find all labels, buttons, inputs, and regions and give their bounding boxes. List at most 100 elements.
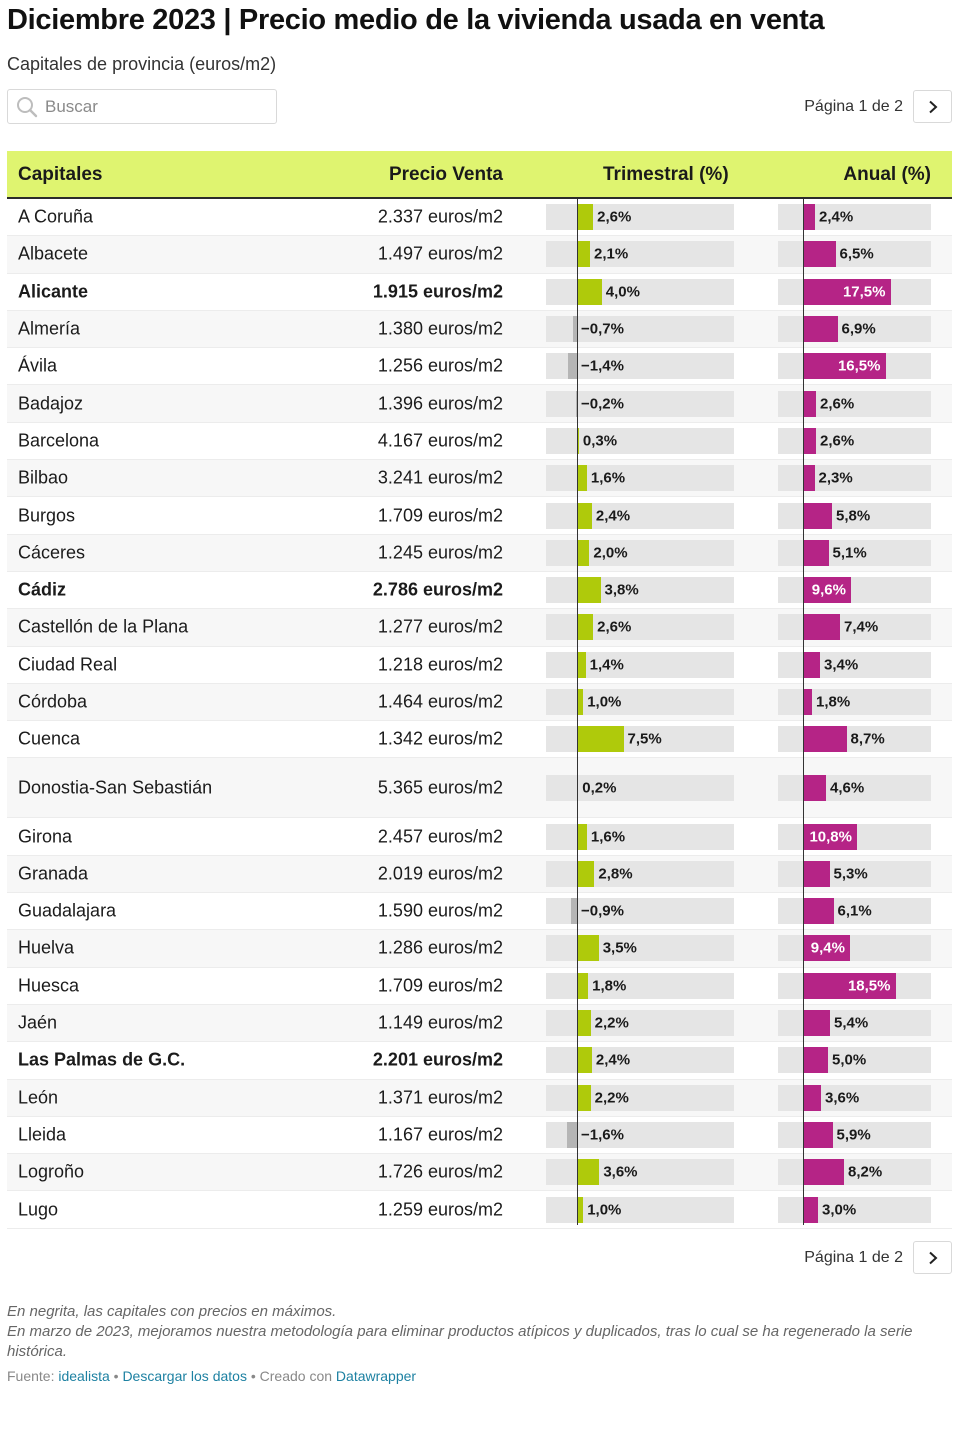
anual-label: 8,2% bbox=[848, 1163, 883, 1181]
column-header-precio[interactable]: Precio Venta bbox=[388, 164, 503, 185]
table-header: Capitales Precio Venta Trimestral (%) An… bbox=[7, 151, 952, 199]
price-value: 1.256 euros/m2 bbox=[377, 355, 503, 376]
notes: En negrita, las capitales con precios en… bbox=[7, 1302, 937, 1362]
trimestral-bar bbox=[572, 316, 577, 343]
next-page-button[interactable] bbox=[913, 1241, 952, 1274]
trimestral-label: −0,2% bbox=[581, 395, 624, 413]
price-value: 1.497 euros/m2 bbox=[377, 243, 503, 264]
trimestral-bar bbox=[571, 898, 577, 925]
anual-bar-track bbox=[778, 465, 931, 492]
price-value: 1.245 euros/m2 bbox=[377, 542, 503, 563]
capital-name: Burgos bbox=[18, 505, 76, 526]
search-box[interactable] bbox=[7, 89, 277, 124]
anual-label: 2,6% bbox=[820, 395, 855, 413]
price-value: 2.201 euros/m2 bbox=[372, 1049, 503, 1070]
anual-label: 6,5% bbox=[839, 245, 874, 263]
capital-name: Barcelona bbox=[18, 430, 100, 451]
table-row: Guadalajara 1.590 euros/m2 −0,9% 6,1% bbox=[7, 893, 952, 931]
capital-name: Alicante bbox=[18, 281, 89, 302]
anual-bar bbox=[803, 1047, 828, 1074]
trimestral-bar bbox=[577, 651, 586, 678]
search-input[interactable] bbox=[45, 96, 265, 117]
trimestral-label: −0,9% bbox=[581, 902, 624, 920]
trimestral-bar bbox=[577, 823, 587, 850]
trimestral-bar-track bbox=[546, 823, 734, 850]
anual-zero-axis bbox=[803, 199, 804, 1225]
table-row: Barcelona 4.167 euros/m2 0,3% 2,6% bbox=[7, 423, 952, 461]
chart-subtitle: Capitales de provincia (euros/m2) bbox=[7, 54, 277, 74]
trimestral-bar bbox=[577, 502, 592, 529]
capital-name: Cádiz bbox=[18, 579, 67, 600]
anual-bar bbox=[803, 390, 816, 417]
trimestral-label: 1,4% bbox=[589, 656, 624, 674]
created-with-label: Creado con bbox=[259, 1368, 336, 1384]
trimestral-bar-track bbox=[546, 1084, 734, 1111]
capital-name: Córdoba bbox=[18, 691, 88, 712]
trimestral-bar-track bbox=[546, 1159, 734, 1186]
trimestral-label: 4,0% bbox=[605, 283, 640, 301]
trimestral-bar-track bbox=[546, 204, 734, 231]
trimestral-bar bbox=[577, 860, 595, 887]
next-page-button[interactable] bbox=[913, 90, 952, 123]
separator: • bbox=[246, 1368, 260, 1384]
trimestral-bar-track bbox=[546, 935, 734, 962]
price-value: 2.786 euros/m2 bbox=[372, 579, 503, 600]
price-value: 5.365 euros/m2 bbox=[377, 777, 503, 798]
price-value: 1.915 euros/m2 bbox=[372, 281, 503, 302]
price-value: 1.167 euros/m2 bbox=[377, 1124, 503, 1145]
price-value: 1.709 euros/m2 bbox=[377, 975, 503, 996]
anual-bar bbox=[803, 502, 832, 529]
price-value: 1.380 euros/m2 bbox=[377, 318, 503, 339]
anual-label: 7,4% bbox=[844, 618, 879, 636]
table-row: Cuenca 1.342 euros/m2 7,5% 8,7% bbox=[7, 721, 952, 759]
column-header-capitales[interactable]: Capitales bbox=[18, 164, 103, 185]
column-header-trimestral[interactable]: Trimestral (%) bbox=[603, 164, 729, 185]
capital-name: Ávila bbox=[18, 355, 58, 376]
trimestral-bar bbox=[577, 1196, 584, 1223]
price-value: 2.337 euros/m2 bbox=[377, 206, 503, 227]
anual-bar bbox=[803, 577, 851, 604]
trimestral-label: 2,2% bbox=[594, 1089, 629, 1107]
trimestral-label: 2,6% bbox=[597, 208, 632, 226]
trimestral-label: 3,5% bbox=[602, 939, 637, 957]
trimestral-bar-track bbox=[546, 860, 734, 887]
table-row: Badajoz 1.396 euros/m2 −0,2% 2,6% bbox=[7, 385, 952, 423]
capital-name: León bbox=[18, 1087, 59, 1108]
price-value: 1.149 euros/m2 bbox=[377, 1012, 503, 1033]
pagination-bottom: Página 1 de 2 bbox=[804, 1241, 952, 1274]
anual-bar bbox=[803, 204, 815, 231]
trimestral-bar-track bbox=[546, 689, 734, 715]
anual-label: 5,4% bbox=[834, 1014, 869, 1032]
anual-bar bbox=[803, 614, 840, 641]
trimestral-zero-axis bbox=[577, 199, 578, 1225]
capital-name: Almería bbox=[18, 318, 81, 339]
column-header-anual[interactable]: Anual (%) bbox=[843, 164, 931, 185]
trimestral-label: 2,1% bbox=[594, 245, 629, 263]
trimestral-label: −0,7% bbox=[581, 320, 624, 338]
trimestral-label: 2,6% bbox=[597, 618, 632, 636]
trimestral-label: 1,0% bbox=[587, 1201, 622, 1219]
anual-bar bbox=[803, 860, 830, 887]
trimestral-bar bbox=[577, 278, 602, 305]
anual-bar bbox=[803, 972, 896, 999]
capital-name: Castellón de la Plana bbox=[18, 616, 189, 637]
table-row: Castellón de la Plana 1.277 euros/m2 2,6% 7… bbox=[7, 609, 952, 647]
chevron-right-icon bbox=[928, 1251, 937, 1264]
source-line: Fuente: idealista • Descargar los datos … bbox=[7, 1368, 416, 1384]
anual-bar-track bbox=[778, 689, 931, 715]
trimestral-label: 3,8% bbox=[604, 581, 639, 599]
anual-label: 3,0% bbox=[822, 1201, 857, 1219]
price-value: 1.726 euros/m2 bbox=[377, 1161, 503, 1182]
anual-bar bbox=[803, 1196, 818, 1223]
trimestral-label: 2,0% bbox=[593, 544, 628, 562]
page-indicator: Página 1 de 2 bbox=[804, 1248, 903, 1266]
source-link[interactable]: idealista bbox=[58, 1368, 110, 1384]
table-row: León 1.371 euros/m2 2,2% 3,6% bbox=[7, 1079, 952, 1117]
anual-bar bbox=[803, 353, 886, 380]
trimestral-bar bbox=[577, 1010, 591, 1037]
anual-bar-track bbox=[778, 204, 931, 231]
anual-label: 5,9% bbox=[836, 1126, 871, 1144]
download-data-link[interactable]: Descargar los datos bbox=[122, 1368, 247, 1384]
datawrapper-link[interactable]: Datawrapper bbox=[335, 1368, 417, 1384]
anual-label: 2,6% bbox=[820, 432, 855, 450]
